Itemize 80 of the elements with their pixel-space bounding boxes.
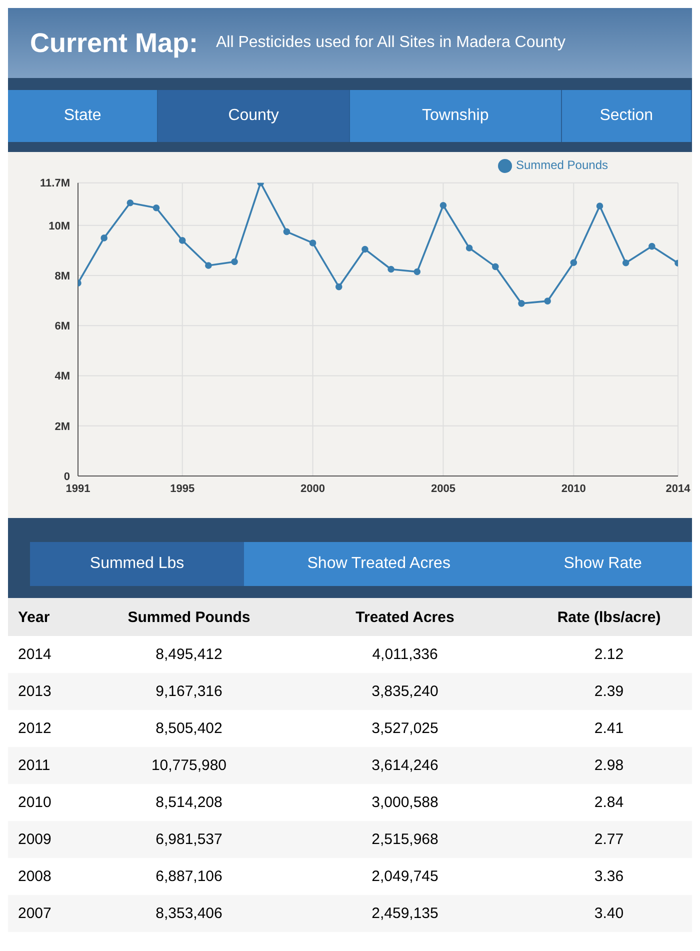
x-tick-label: 2000 xyxy=(300,482,326,495)
data-label: 3.40 xyxy=(593,904,625,924)
point xyxy=(440,202,447,209)
text: State xyxy=(8,90,158,142)
point xyxy=(388,266,394,273)
point xyxy=(283,228,290,236)
data-label: 2,515,968 xyxy=(298,821,513,858)
point xyxy=(544,298,551,304)
point xyxy=(622,259,630,266)
point xyxy=(231,258,238,266)
point xyxy=(152,204,160,212)
point xyxy=(126,199,134,206)
x-tick-label: 2005 xyxy=(430,482,456,495)
x-tick-label: Rate (lbs/acre) xyxy=(556,608,662,628)
data-label: 2.98 xyxy=(593,756,625,776)
data-label: 8,353,406 xyxy=(81,895,298,932)
data-label: 2.77 xyxy=(593,830,625,850)
data-label: 3,527,025 xyxy=(298,710,513,747)
x-tick-label: 2014 xyxy=(666,482,692,495)
y-tick-label: 8M xyxy=(54,270,70,282)
point xyxy=(648,242,656,250)
y-tick-label: 11.7M xyxy=(40,178,70,190)
y-tick-label: 2009 xyxy=(8,821,81,858)
point xyxy=(309,240,316,246)
data-label: 3,835,240 xyxy=(298,673,513,710)
y-tick-label: 2013 xyxy=(8,673,81,710)
point xyxy=(570,259,578,266)
data-label: 2.39 xyxy=(593,682,625,702)
chart-title: Current Map: xyxy=(30,28,198,58)
y-tick-label: 2M xyxy=(54,420,70,433)
y-tick-label: 2014 xyxy=(8,636,81,673)
point xyxy=(362,246,368,253)
data-label: 4,011,336 xyxy=(298,636,513,673)
y-tick-label: 4M xyxy=(54,370,70,383)
point xyxy=(205,262,212,269)
y-tick-label: 6M xyxy=(54,320,70,333)
data-label: 3,614,246 xyxy=(298,747,513,784)
x-tick-label: Treated Acres xyxy=(298,598,513,636)
data-label: 2.41 xyxy=(593,719,625,739)
y-tick-label: 2012 xyxy=(8,710,81,747)
data-label: 8,495,412 xyxy=(81,636,298,673)
x-tick-label: 1995 xyxy=(170,482,195,495)
text: Summed Lbs xyxy=(30,542,244,586)
point xyxy=(335,283,342,290)
x-tick-label: Summed Pounds xyxy=(81,598,298,636)
text: Show Treated Acres xyxy=(244,542,514,586)
point xyxy=(466,244,473,252)
data-label: 3,000,588 xyxy=(298,784,513,821)
data-label: 6,981,537 xyxy=(81,821,298,858)
data-label: 2,049,745 xyxy=(298,858,513,895)
text: Show Rate xyxy=(514,542,692,586)
y-tick-label: 2007 xyxy=(8,895,81,932)
y-tick-label: 2010 xyxy=(8,784,81,821)
data-label: 2,459,135 xyxy=(298,895,513,932)
x-tick-label: 1991 xyxy=(66,482,90,495)
text: Section xyxy=(562,90,692,142)
x-tick-label: 2010 xyxy=(561,482,586,495)
point xyxy=(178,237,186,244)
point xyxy=(414,268,421,276)
point xyxy=(596,202,604,210)
y-tick-label: 10M xyxy=(48,220,70,232)
legend-label: Summed Pounds xyxy=(516,158,608,172)
chart-subtitle: All Pesticides used for All Sites in Madera County xyxy=(216,34,566,52)
data-label: 10,775,980 xyxy=(81,747,298,784)
y-tick-label: 2008 xyxy=(8,858,81,895)
text: Township xyxy=(350,90,562,142)
data-label: 3.36 xyxy=(593,867,625,887)
y-tick-label: 2011 xyxy=(8,747,81,784)
y-axis-title: Year xyxy=(8,598,81,636)
point xyxy=(518,300,525,307)
point xyxy=(492,263,499,270)
data-label: 6,887,106 xyxy=(81,858,298,895)
data-label: 8,514,208 xyxy=(81,784,298,821)
text: County xyxy=(158,90,350,142)
data-label: 9,167,316 xyxy=(81,673,298,710)
data-label: 8,505,402 xyxy=(81,710,298,747)
data-label: 2.84 xyxy=(593,793,625,813)
data-label: 2.12 xyxy=(593,645,625,665)
y-tick-label: 0 xyxy=(64,470,70,483)
point xyxy=(100,234,108,242)
